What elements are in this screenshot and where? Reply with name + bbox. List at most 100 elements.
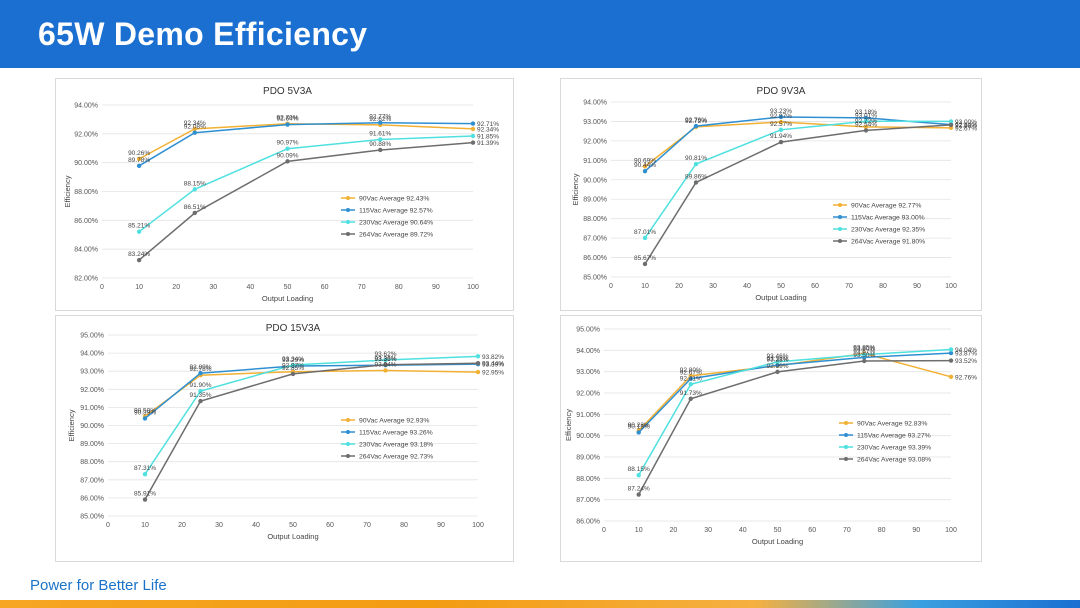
x-tick-label: 0	[602, 527, 606, 534]
efficiency-chart-2: PDO 9V3A 85.00% 86.00% 87.00% 88.00% 89.00% 90…	[571, 86, 977, 302]
data-point	[778, 139, 784, 145]
legend-entry: 230Vac Average 90.64%	[359, 220, 433, 227]
x-tick-label: 80	[395, 284, 403, 291]
data-point	[862, 352, 867, 357]
data-label: 93.80%	[853, 346, 875, 353]
x-tick-label: 40	[743, 283, 751, 290]
data-label: 85.21%	[128, 223, 150, 230]
data-point	[863, 115, 869, 121]
legend-entry: 230Vac Average 93.18%	[359, 442, 433, 449]
legend-marker	[844, 421, 848, 425]
y-tick-label: 87.00%	[576, 497, 600, 504]
legend-entry: 115Vac Average 93.00%	[851, 215, 925, 222]
y-tick-label: 87.00%	[80, 477, 104, 484]
chart-panel-3: PDO 15V3A 85.00% 86.00% 87.00% 88.00% 89.00% 9…	[55, 315, 514, 562]
data-point	[642, 164, 648, 169]
chart-panel-4: 86.00% 87.00% 88.00% 89.00% 90.00% 91.00% 92.0…	[560, 315, 982, 562]
data-point	[948, 374, 954, 379]
data-label: 91.73%	[680, 390, 702, 397]
x-tick-label: 100	[945, 527, 957, 534]
x-tick-label: 20	[675, 283, 683, 290]
data-point	[948, 350, 954, 356]
data-point	[775, 369, 780, 375]
x-tick-label: 50	[284, 284, 292, 291]
legend-marker	[838, 215, 842, 219]
data-label: 92.76%	[685, 117, 707, 124]
data-point	[642, 261, 648, 267]
data-label: 92.97%	[770, 113, 792, 120]
data-label: 86.51%	[184, 204, 206, 211]
data-point	[198, 388, 203, 394]
y-tick-label: 88.00%	[74, 189, 98, 196]
data-label: 92.85%	[282, 365, 304, 372]
data-label: 92.34%	[477, 126, 499, 133]
data-label: 92.89%	[189, 364, 211, 371]
data-label: 93.01%	[855, 112, 877, 119]
x-tick-label: 40	[739, 527, 747, 534]
data-label: 92.72%	[855, 118, 877, 125]
x-axis-label: Output Loading	[755, 293, 806, 302]
legend-entry: 90Vac Average 92.77%	[851, 203, 921, 210]
footer-color-bar	[0, 600, 1080, 608]
data-point	[948, 358, 954, 363]
data-label: 90.50%	[134, 407, 156, 414]
x-tick-label: 80	[879, 283, 887, 290]
data-label: 93.23%	[770, 108, 792, 115]
data-label: 93.82%	[482, 354, 504, 361]
legend-marker	[346, 232, 350, 236]
y-tick-label: 86.00%	[80, 495, 104, 502]
data-label: 91.90%	[189, 382, 211, 389]
chart-title: PDO 15V3A	[266, 323, 321, 334]
y-tick-label: 90.00%	[80, 423, 104, 430]
data-point	[378, 147, 383, 153]
data-point	[636, 492, 641, 497]
x-tick-label: 10	[135, 284, 143, 291]
legend-entry: 230Vac Average 92.35%	[851, 227, 925, 234]
data-point	[778, 119, 784, 125]
data-label: 93.87%	[955, 351, 977, 358]
data-point	[693, 161, 699, 167]
legend-marker	[346, 454, 350, 458]
x-tick-label: 80	[878, 527, 886, 534]
data-point	[285, 146, 290, 151]
data-point	[775, 359, 780, 365]
y-tick-label: 93.00%	[80, 369, 104, 376]
data-label: 90.97%	[276, 140, 298, 147]
data-label: 90.09%	[276, 152, 298, 159]
legend-marker	[346, 196, 350, 200]
data-label: 92.41%	[680, 375, 702, 382]
y-axis-label: Efficiency	[67, 409, 76, 441]
y-tick-label: 93.00%	[576, 369, 600, 376]
legend-marker	[838, 203, 842, 207]
x-tick-label: 50	[289, 522, 297, 529]
data-label: 90.88%	[369, 141, 391, 148]
x-tick-label: 80	[400, 522, 408, 529]
data-label: 87.31%	[134, 465, 156, 472]
y-tick-label: 85.00%	[583, 275, 607, 282]
data-label: 93.04%	[374, 361, 396, 368]
data-label: 93.67%	[853, 348, 875, 355]
legend-entry: 264Vac Average 89.72%	[359, 232, 433, 239]
data-point	[383, 368, 388, 373]
data-label: 92.95%	[482, 370, 504, 377]
data-point	[470, 140, 476, 145]
data-point	[688, 382, 693, 387]
x-tick-label: 10	[641, 283, 649, 290]
data-label: 92.72%	[685, 118, 707, 125]
x-tick-label: 100	[472, 522, 484, 529]
legend-marker	[838, 239, 842, 243]
x-tick-label: 100	[945, 283, 957, 290]
data-label: 92.54%	[855, 121, 877, 128]
data-label: 89.78%	[128, 157, 150, 164]
legend-marker	[346, 442, 350, 446]
y-tick-label: 86.00%	[74, 218, 98, 225]
data-label: 88.15%	[628, 466, 650, 473]
y-axis-label: Efficiency	[564, 409, 573, 441]
x-tick-label: 30	[215, 522, 223, 529]
data-point	[136, 229, 142, 234]
chart-panel-2: PDO 9V3A 85.00% 86.00% 87.00% 88.00% 89.00% 90…	[560, 78, 982, 311]
data-point	[378, 120, 383, 125]
legend-marker	[844, 457, 848, 461]
data-label: 91.39%	[477, 140, 499, 147]
series-line	[644, 116, 952, 172]
